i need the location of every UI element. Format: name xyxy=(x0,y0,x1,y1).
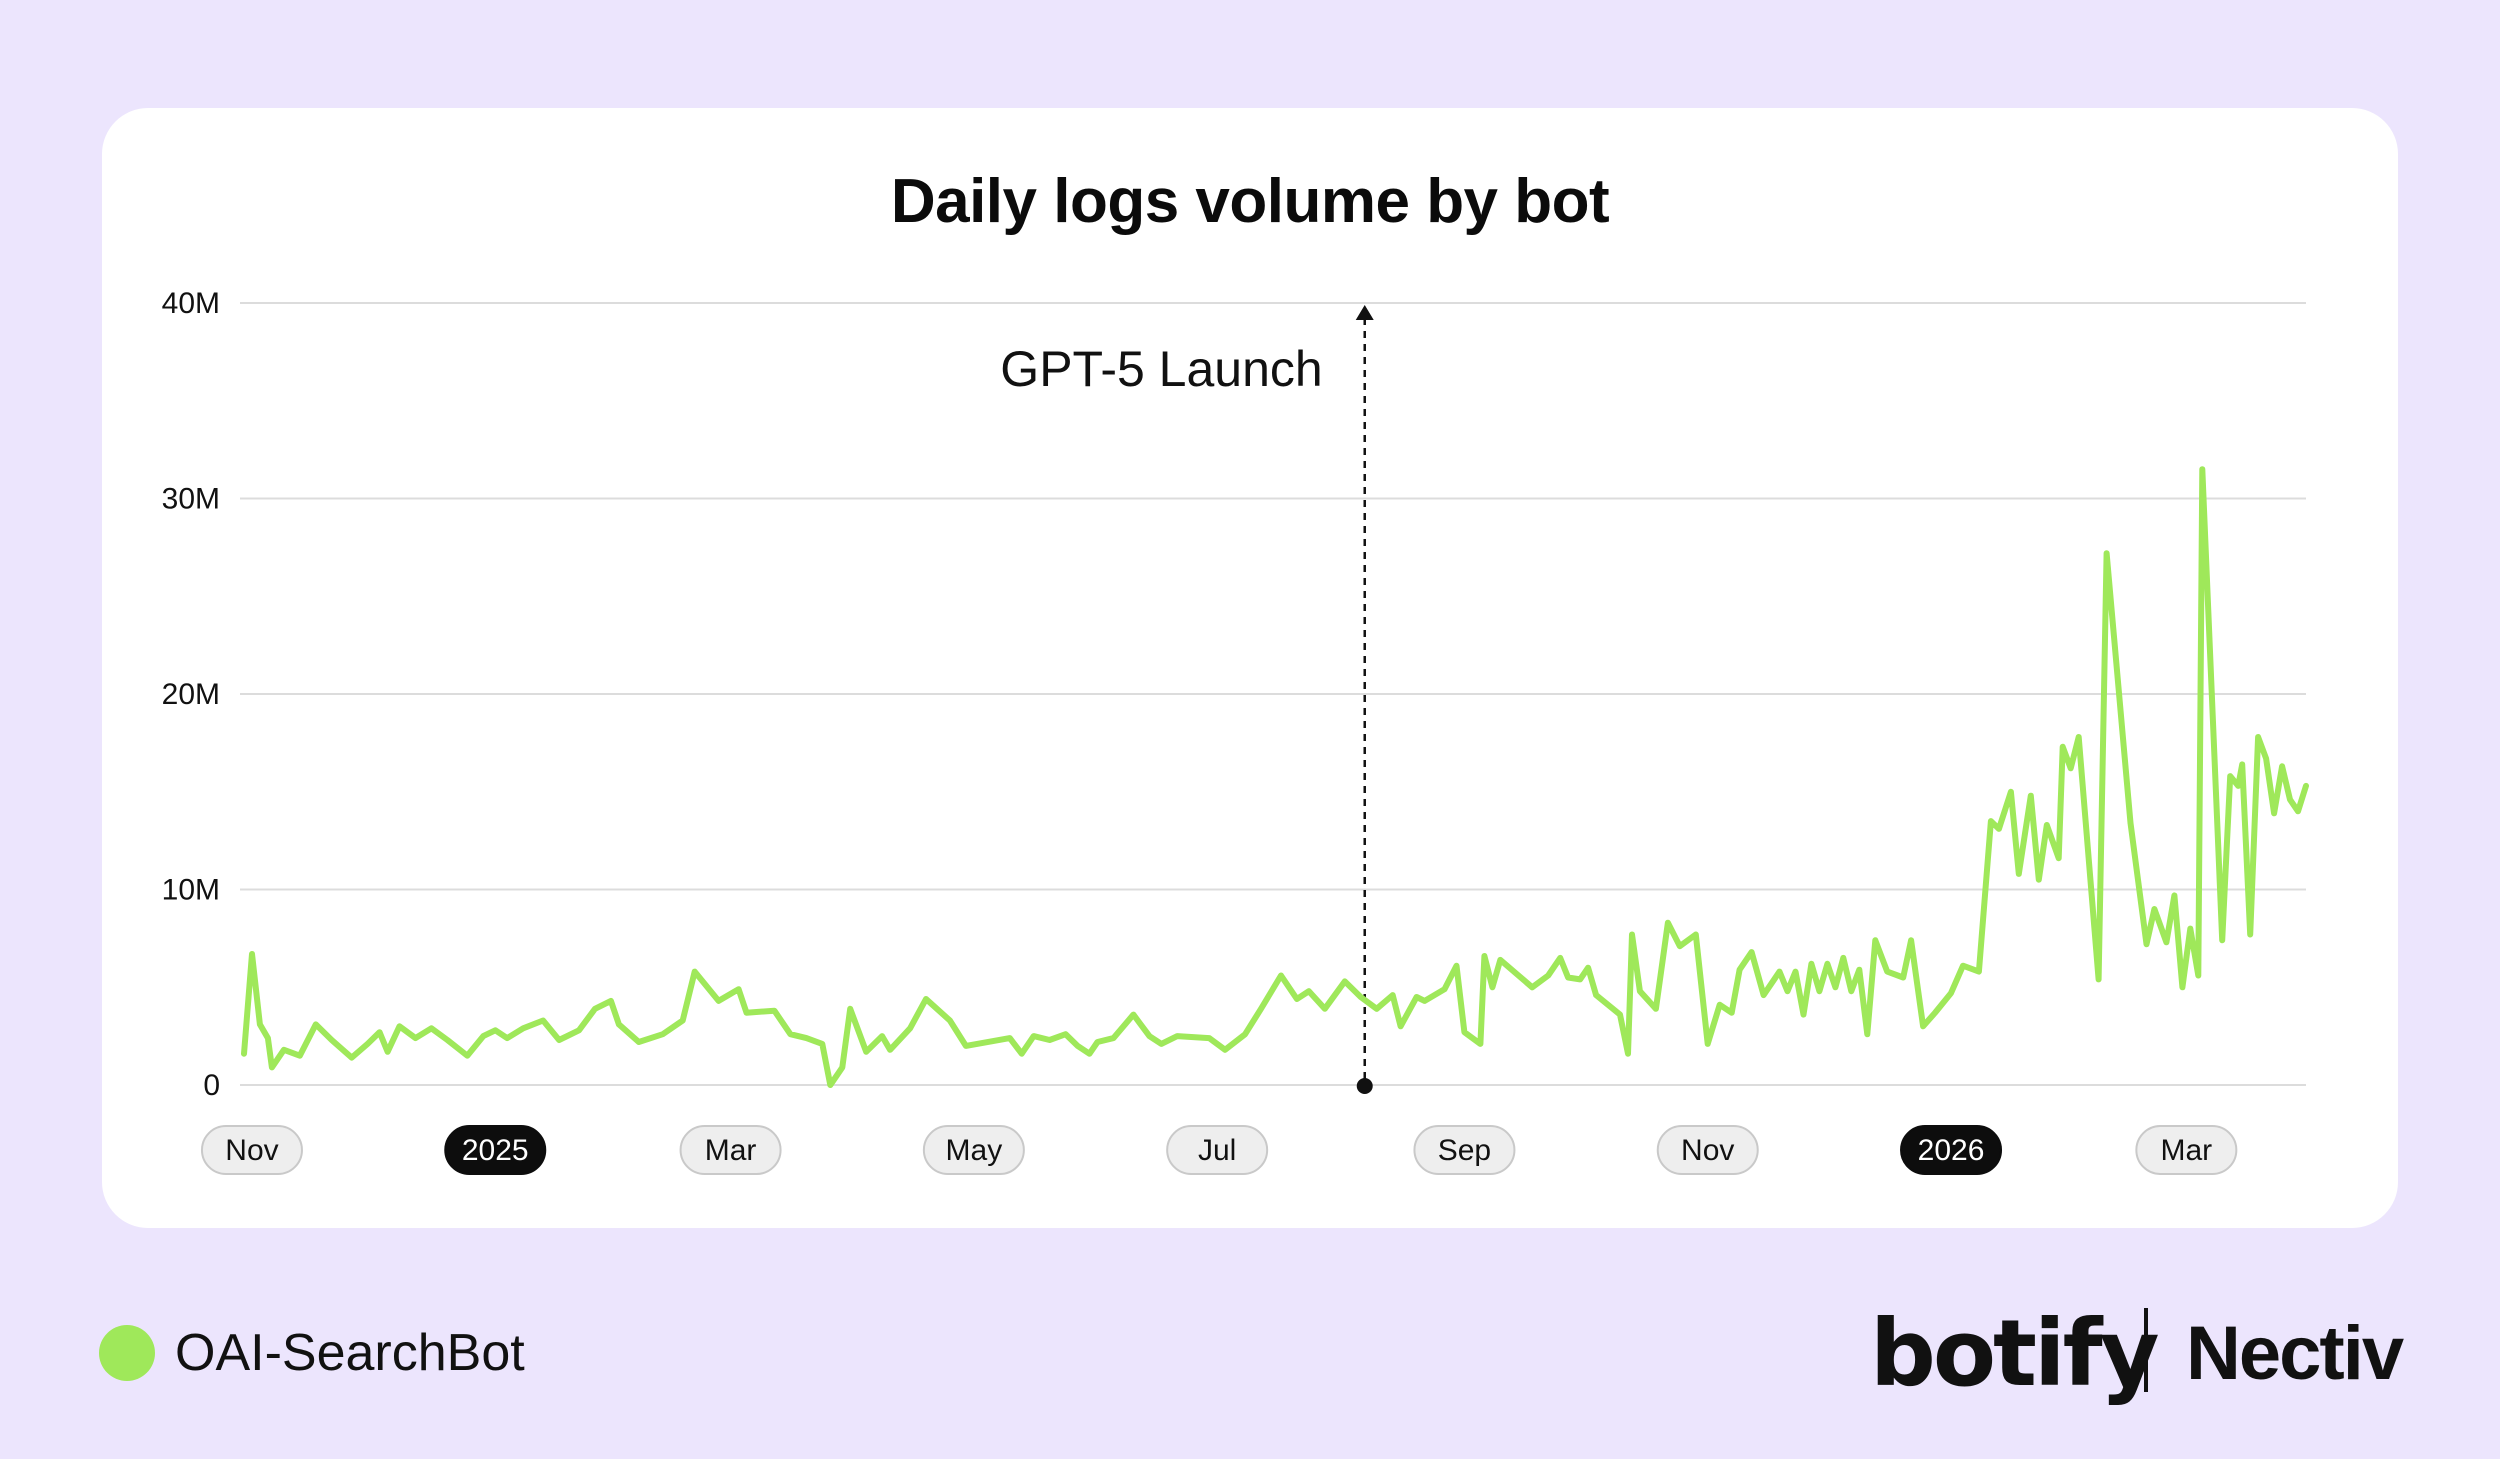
x-tick-label: Sep xyxy=(1438,1134,1491,1167)
y-tick-label: 30M xyxy=(162,483,220,516)
x-tick-pill xyxy=(2135,1125,2238,1175)
x-tick-label: 2026 xyxy=(1918,1134,1985,1167)
series-line xyxy=(241,466,2309,1088)
y-tick-label: 0 xyxy=(203,1069,220,1102)
x-tick-label: May xyxy=(946,1134,1003,1167)
y-tick-label: 20M xyxy=(162,678,220,711)
x-tick-pill xyxy=(1166,1125,1269,1175)
annotation-label: GPT-5 Launch xyxy=(1000,341,1322,397)
chart-card: Daily logs volume by bot xyxy=(102,108,2398,1228)
legend-label: OAI-SearchBot xyxy=(175,1324,525,1382)
x-tick-pill xyxy=(444,1125,547,1175)
x-tick-label: 2025 xyxy=(462,1134,529,1167)
legend-swatch xyxy=(99,1325,155,1381)
legend: OAI-SearchBot xyxy=(99,1322,525,1384)
annotation-arrowhead xyxy=(1355,305,1374,320)
brand-divider xyxy=(2144,1308,2148,1392)
x-tick-label: Nov xyxy=(225,1134,278,1167)
x-tick-pill xyxy=(1656,1125,1759,1175)
x-tick-pill xyxy=(1900,1125,2003,1175)
x-tick-label: Jul xyxy=(1198,1134,1236,1167)
x-tick-pill xyxy=(679,1125,782,1175)
x-tick-pill xyxy=(922,1125,1025,1175)
botify-logo: botify xyxy=(1870,1300,2160,1407)
x-tick-label: Mar xyxy=(2161,1134,2213,1167)
x-tick-label: Nov xyxy=(1681,1134,1734,1167)
line-chart: 0 10M 20M 30M 40M Nov 2025 Mar May Jul Sep Nov 2026 M… xyxy=(162,287,2309,1175)
y-tick-label: 40M xyxy=(162,287,220,320)
x-tick-label: Mar xyxy=(705,1134,757,1167)
x-tick-pill xyxy=(1413,1125,1516,1175)
chart-title: Daily logs volume by bot xyxy=(890,167,1610,236)
y-tick-label: 10M xyxy=(162,874,220,907)
x-tick-pill xyxy=(200,1125,303,1175)
nectiv-logo: Nectiv xyxy=(2186,1311,2404,1396)
annotation-dot xyxy=(1356,1078,1373,1094)
